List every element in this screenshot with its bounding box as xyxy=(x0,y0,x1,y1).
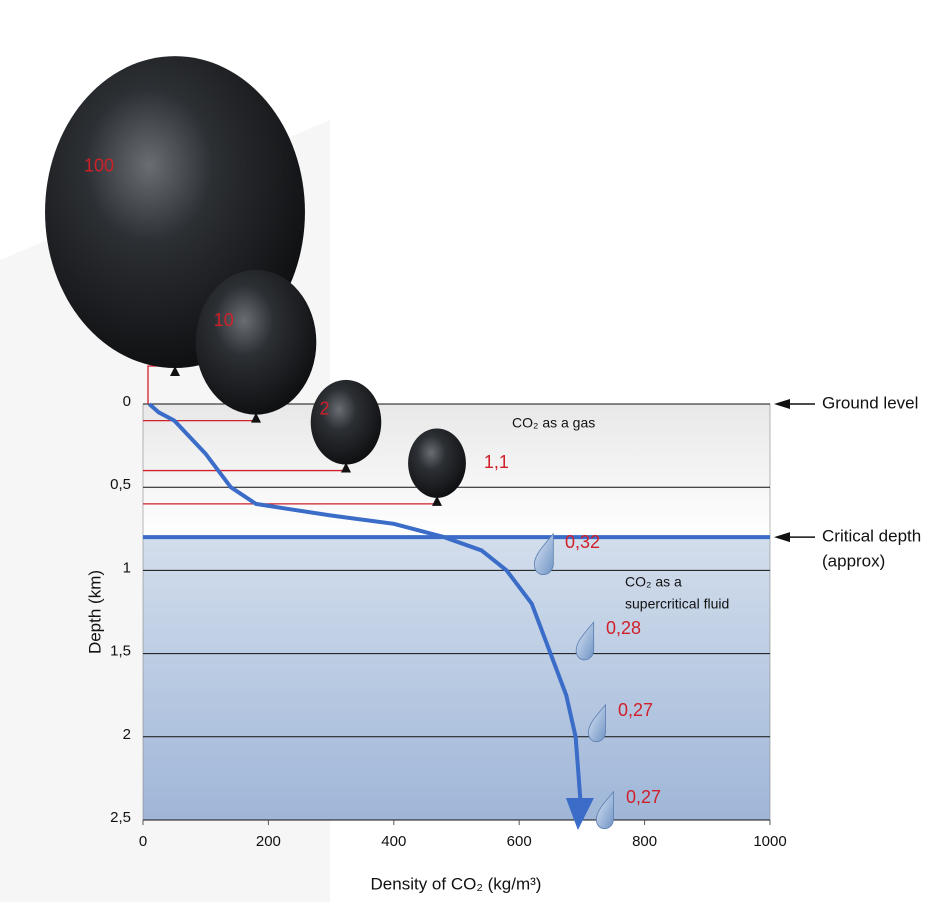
fluid-annotation: CO₂ as a xyxy=(625,574,682,590)
curve-arrowhead xyxy=(565,798,594,830)
droplet xyxy=(588,703,606,743)
balloon-knot xyxy=(341,462,351,473)
droplet-label: 0,27 xyxy=(618,700,653,720)
balloon xyxy=(310,379,382,465)
fluid-annotation: supercritical fluid xyxy=(625,596,729,612)
ground-arrowhead xyxy=(774,399,790,409)
y-tick-label: 0 xyxy=(123,393,131,410)
balloon-label: 100 xyxy=(84,155,114,175)
x-tick-label: 400 xyxy=(381,833,406,850)
x-axis-label: Density of CO₂ (kg/m³) xyxy=(371,874,542,893)
y-tick-label: 1,5 xyxy=(110,643,131,660)
critical-annotation: (approx) xyxy=(822,552,885,571)
x-tick-label: 1000 xyxy=(753,833,786,850)
droplet xyxy=(533,532,554,576)
y-axis-label: Depth (km) xyxy=(85,570,104,654)
droplet xyxy=(575,621,595,661)
balloon-knot xyxy=(251,412,261,423)
x-tick-label: 800 xyxy=(632,833,657,850)
balloon-knot xyxy=(432,495,442,506)
critical-annotation: Critical depth xyxy=(822,527,921,546)
ground-annotation: Ground level xyxy=(822,393,918,412)
y-tick-label: 0,5 xyxy=(110,476,131,493)
fluid-region xyxy=(142,536,771,821)
balloon-label: 2 xyxy=(320,399,330,419)
balloon-label: 1,1 xyxy=(484,452,509,472)
x-tick-label: 200 xyxy=(256,833,281,850)
balloon xyxy=(408,428,466,498)
gas-annotation: CO₂ as a gas xyxy=(512,415,595,431)
droplet-label: 0,32 xyxy=(565,532,600,552)
y-tick-label: 2 xyxy=(123,726,131,743)
balloon-label: 10 xyxy=(214,310,234,330)
y-tick-label: 1 xyxy=(123,559,131,576)
critical-arrowhead xyxy=(774,532,790,543)
balloon xyxy=(195,269,317,415)
droplet-label: 0,27 xyxy=(626,787,661,807)
x-tick-label: 600 xyxy=(507,833,532,850)
balloon-knot xyxy=(170,366,180,376)
x-tick-label: 0 xyxy=(139,833,147,850)
y-tick-label: 2,5 xyxy=(110,809,131,826)
droplet xyxy=(596,790,614,830)
droplet-label: 0,28 xyxy=(606,618,641,638)
density-curve xyxy=(147,402,584,821)
